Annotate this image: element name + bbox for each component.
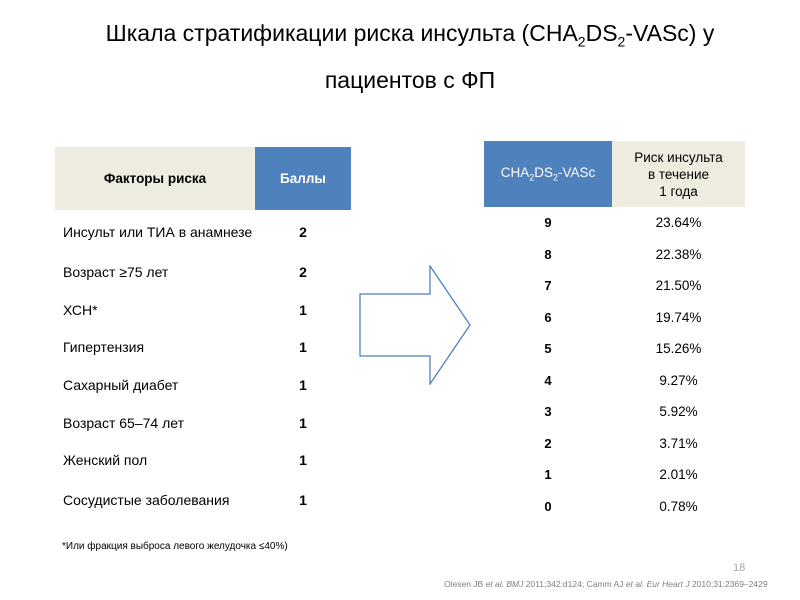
risk-value: 15.26%: [655, 341, 702, 357]
score-value: 1: [544, 467, 552, 483]
title-line-1: Шкала стратификации риска инсульта (CHA2…: [105, 20, 715, 50]
risk-factor-label: Возраст 65–74 лет: [63, 414, 184, 431]
risk-factor-label: Сосудистые заболевания: [63, 492, 230, 509]
table-row: 7 21.50%: [484, 270, 745, 302]
risk-factor-label: Сахарный диабет: [63, 376, 179, 393]
footnote: *Или фракция выброса левого желудочка ≤4…: [62, 541, 288, 552]
risk-factor-points: 2: [299, 223, 307, 240]
header-annual-risk: Риск инсульта в течение 1 года: [612, 141, 745, 207]
table-row: ХСН* 1: [55, 291, 351, 329]
risk-factor-points: 1: [299, 452, 307, 469]
header-score: CHA2DS2-VASc: [484, 141, 612, 207]
table-row: Возраст ≥75 лет 2: [55, 253, 351, 291]
score-value: 3: [544, 404, 552, 420]
risk-factor-points: 1: [299, 414, 307, 431]
table-row: 6 19.74%: [484, 302, 745, 334]
header-risk-factors: Факторы риска: [55, 147, 255, 210]
risk-value: 19.74%: [655, 309, 702, 325]
table-row: 5 15.26%: [484, 333, 745, 365]
risk-factor-label: Гипертензия: [63, 339, 145, 356]
table-row: Инсульт или ТИА в анамнезе 2: [55, 210, 351, 253]
risk-value: 21.50%: [655, 278, 702, 294]
risk-factors-table: Факторы риска Баллы Инсульт или ТИА в ан…: [55, 147, 351, 521]
score-value: 0: [544, 498, 552, 514]
table-row: Гипертензия 1: [55, 328, 351, 366]
risk-factor-points: 1: [299, 301, 307, 318]
risk-value: 2.01%: [659, 467, 698, 483]
score-value: 5: [544, 341, 552, 357]
risk-value: 9.27%: [659, 372, 698, 388]
table-row: 2 3.71%: [484, 428, 745, 460]
table-row: 9 23.64%: [484, 207, 745, 239]
title-line-2: пациентов с ФП: [324, 66, 496, 93]
risk-value: 0.78%: [659, 498, 698, 514]
table-row: 4 9.27%: [484, 365, 745, 397]
score-value: 7: [544, 278, 552, 294]
risk-value: 3.71%: [659, 435, 698, 451]
table-row: Сосудистые заболевания 1: [55, 479, 351, 521]
risk-value: 23.64%: [655, 215, 702, 231]
table-row: Сахарный диабет 1: [55, 366, 351, 404]
reference-citation: Olesen JB et al. BMJ 2011;342:d124; Camm…: [444, 579, 768, 589]
score-value: 9: [544, 215, 552, 231]
risk-factor-label: ХСН*: [63, 301, 98, 318]
slide-title: Шкала стратификации риска инсульта (CHA2…: [60, 14, 760, 99]
score-value: 6: [544, 309, 552, 325]
risk-factor-label: Женский пол: [63, 452, 148, 469]
right-arrow-icon: [359, 265, 471, 385]
risk-factor-label: Возраст ≥75 лет: [63, 263, 169, 280]
table-row: 1 2.01%: [484, 459, 745, 491]
risk-factor-points: 2: [299, 263, 307, 280]
table-row: 8 22.38%: [484, 239, 745, 271]
risk-factor-label: Инсульт или ТИА в анамнезе: [63, 223, 253, 240]
risk-factor-points: 1: [299, 376, 307, 393]
page-number: 18: [733, 562, 746, 574]
risk-value: 5.92%: [659, 404, 698, 420]
header-points: Баллы: [255, 147, 351, 210]
table-row: Женский пол 1: [55, 441, 351, 479]
risk-factor-points: 1: [299, 339, 307, 356]
table-row: 0 0.78%: [484, 491, 745, 523]
score-value: 2: [544, 435, 552, 451]
table-row: Возраст 65–74 лет 1: [55, 404, 351, 442]
risk-factor-points: 1: [299, 492, 307, 509]
stroke-risk-table: CHA2DS2-VASc Риск инсульта в течение 1 г…: [484, 141, 745, 522]
score-value: 4: [544, 372, 552, 388]
risk-value: 22.38%: [655, 246, 702, 262]
score-value: 8: [544, 246, 552, 262]
table-row: 3 5.92%: [484, 396, 745, 428]
